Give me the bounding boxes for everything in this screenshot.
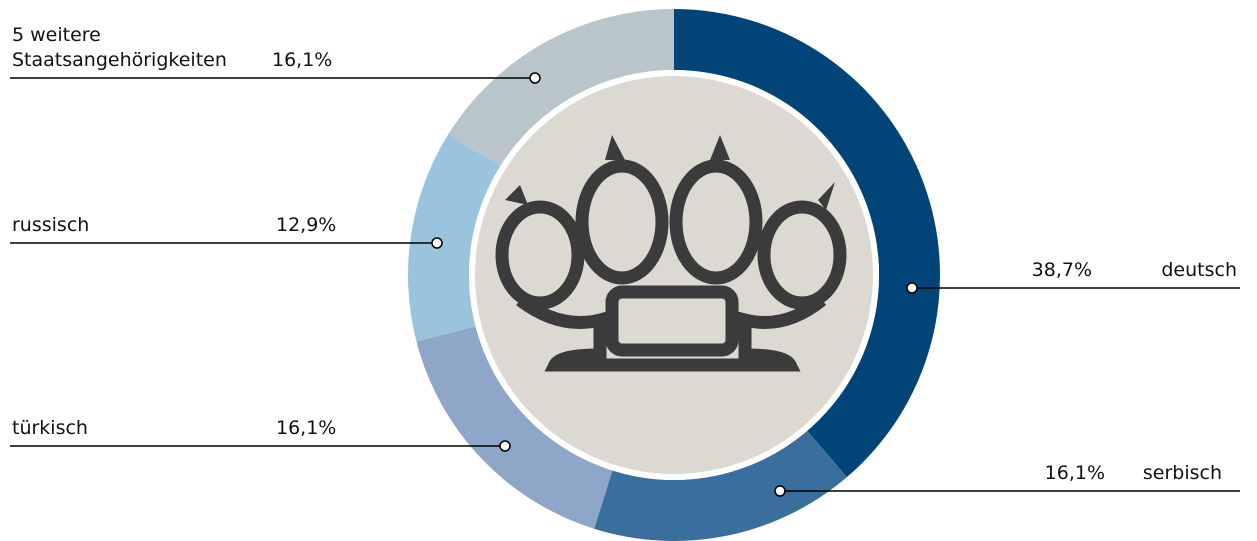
- value-label: 16,1%: [272, 49, 333, 72]
- category-label: serbisch: [1142, 462, 1222, 485]
- leader-dot: [906, 282, 918, 294]
- segment: [674, 9, 940, 478]
- value-label: 12,9%: [276, 214, 337, 237]
- donut: [407, 9, 940, 541]
- leaders: [10, 72, 1240, 497]
- value-label: 16,1%: [1044, 462, 1105, 485]
- leader-dot: [431, 237, 443, 249]
- category-label: deutsch: [1161, 259, 1237, 282]
- category-label: 5 weitere Staatsangehörigkeiten: [12, 23, 227, 72]
- value-label: 38,7%: [1031, 259, 1092, 282]
- value-label: 16,1%: [276, 417, 337, 440]
- leader-dot: [529, 72, 541, 84]
- leader-dot: [499, 440, 511, 452]
- segment: [407, 134, 501, 342]
- center-photo: [469, 70, 879, 480]
- segment: [448, 9, 674, 167]
- leader-dot: [774, 485, 786, 497]
- category-label: türkisch: [12, 417, 88, 440]
- category-label: russisch: [12, 214, 90, 237]
- segment: [594, 430, 847, 541]
- segment: [416, 326, 613, 529]
